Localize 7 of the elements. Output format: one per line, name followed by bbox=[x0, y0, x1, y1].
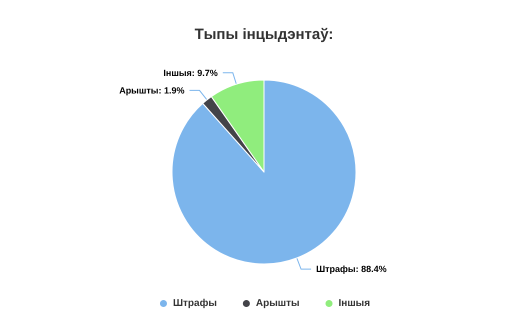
data-label: Іншыя: 9.7% bbox=[163, 68, 218, 78]
data-label: Арышты: 1.9% bbox=[119, 85, 184, 96]
legend-label: Штрафы bbox=[172, 298, 217, 309]
legend-label: Арышты bbox=[256, 298, 300, 309]
chart-title: Тыпы інцыдэнтаў: bbox=[194, 26, 334, 43]
legend-label: Іншыя bbox=[338, 298, 370, 309]
data-label: Штрафы: 88.4% bbox=[316, 264, 387, 274]
